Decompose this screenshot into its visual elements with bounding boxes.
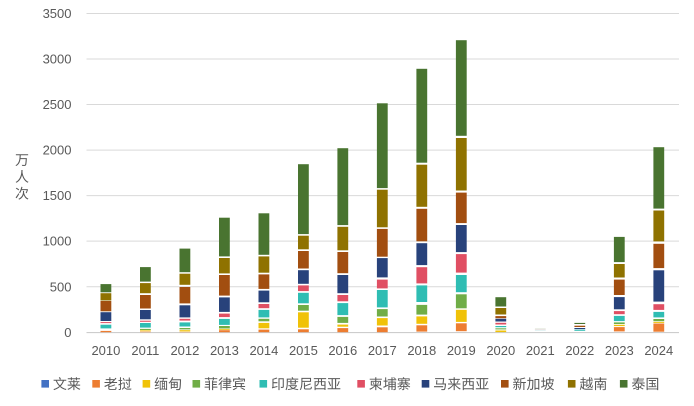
svg-text:1500: 1500 (43, 188, 72, 203)
svg-text:2013: 2013 (210, 343, 239, 358)
svg-text:2023: 2023 (605, 343, 634, 358)
svg-text:2015: 2015 (289, 343, 318, 358)
svg-text:2017: 2017 (368, 343, 397, 358)
svg-text:2500: 2500 (43, 97, 72, 112)
svg-text:3000: 3000 (43, 52, 72, 67)
svg-text:2022: 2022 (565, 343, 594, 358)
svg-text:2012: 2012 (170, 343, 199, 358)
svg-text:2014: 2014 (249, 343, 278, 358)
svg-text:0: 0 (64, 325, 71, 340)
svg-text:2019: 2019 (447, 343, 476, 358)
svg-text:2000: 2000 (43, 143, 72, 158)
svg-text:2011: 2011 (131, 343, 159, 358)
svg-text:2020: 2020 (486, 343, 515, 358)
svg-text:2018: 2018 (407, 343, 436, 358)
svg-text:3500: 3500 (43, 6, 72, 21)
svg-text:2016: 2016 (328, 343, 357, 358)
svg-text:1000: 1000 (43, 234, 72, 249)
svg-text:2024: 2024 (644, 343, 673, 358)
svg-text:500: 500 (50, 279, 72, 294)
svg-text:2021: 2021 (526, 343, 555, 358)
svg-text:2010: 2010 (91, 343, 120, 358)
